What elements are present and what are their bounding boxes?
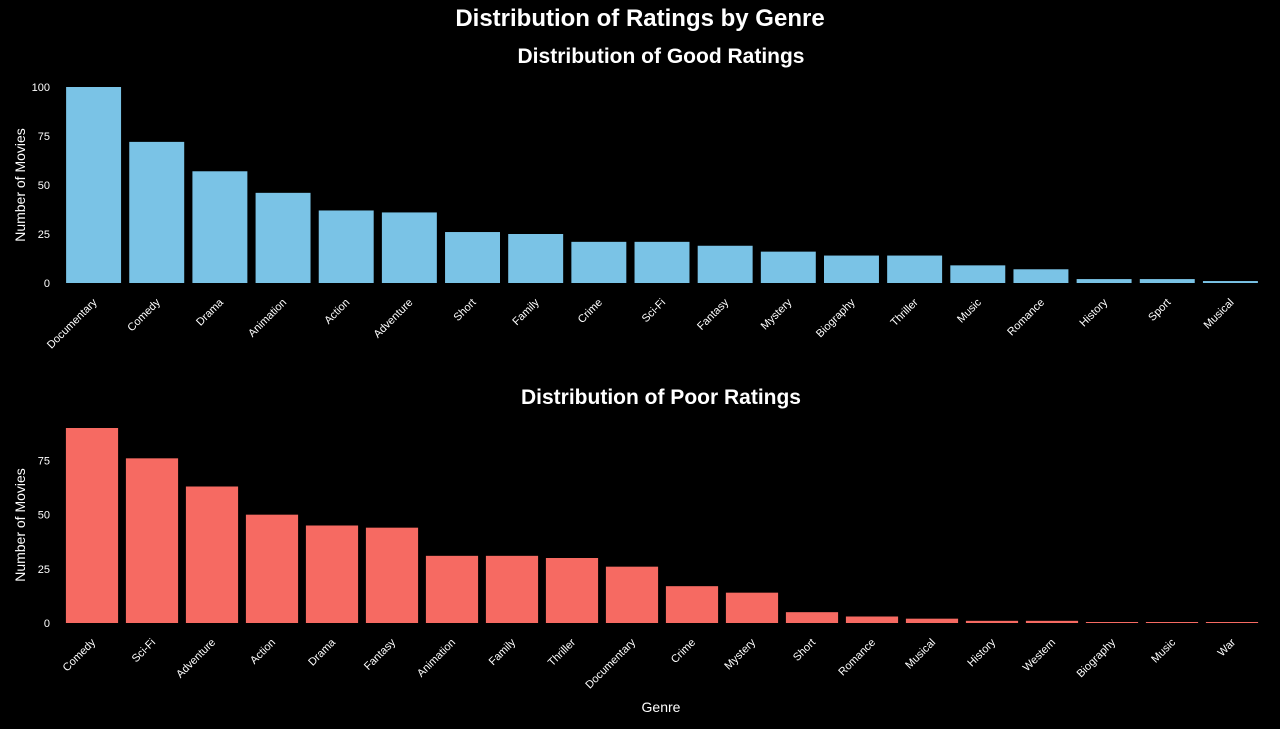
poor-ratings-bar: [605, 566, 659, 623]
poor-ratings-bar: [965, 620, 1019, 623]
poor-ratings-bar: [1145, 622, 1199, 623]
good-ratings-y-tick-label: 100: [32, 82, 50, 94]
poor-ratings-y-axis-label: Number of Movies: [12, 468, 28, 582]
poor-ratings-x-axis-label: Genre: [642, 699, 681, 715]
poor-ratings-bar: [125, 458, 179, 623]
poor-ratings-y-tick-label: 0: [44, 618, 50, 630]
good-ratings-bars: [66, 87, 1258, 283]
good-ratings-y-ticks: 0 25 50 75 100: [32, 82, 50, 290]
good-ratings-bar: [318, 210, 374, 283]
good-ratings-bar: [381, 212, 437, 283]
good-ratings-bar: [1202, 281, 1258, 283]
poor-ratings-y-tick-label: 75: [38, 456, 50, 468]
good-ratings-y-tick-label: 0: [44, 278, 50, 290]
good-ratings-bar: [66, 87, 122, 283]
good-ratings-bar: [571, 241, 627, 283]
poor-ratings-bar: [665, 586, 719, 623]
poor-ratings-bar: [185, 486, 239, 623]
good-ratings-bar: [129, 141, 185, 283]
poor-ratings-bar: [485, 555, 539, 623]
good-ratings-bar: [760, 251, 816, 283]
good-ratings-y-tick-label: 25: [38, 229, 50, 241]
poor-ratings-bar: [365, 527, 419, 623]
poor-ratings-bar: [1085, 622, 1139, 623]
poor-ratings-bar: [305, 525, 359, 623]
poor-ratings-bar: [785, 612, 839, 623]
good-ratings-bar: [445, 232, 500, 283]
good-ratings-bar: [255, 192, 311, 283]
poor-ratings-bar: [245, 514, 299, 623]
poor-ratings-y-ticks: 0 25 50 75: [38, 456, 50, 631]
good-ratings-bar: [1076, 279, 1132, 283]
good-ratings-title: Distribution of Good Ratings: [518, 45, 805, 68]
good-ratings-y-axis-label: Number of Movies: [12, 128, 28, 242]
good-ratings-bar: [697, 245, 753, 283]
good-ratings-bar: [950, 265, 1006, 283]
poor-ratings-bar: [1025, 620, 1079, 623]
good-ratings-bar: [508, 234, 564, 283]
poor-ratings-bar: [1205, 622, 1259, 623]
good-ratings-bar: [824, 255, 879, 283]
good-ratings-bar: [1139, 279, 1195, 283]
good-ratings-y-tick-label: 50: [38, 180, 50, 192]
poor-ratings-bar: [725, 592, 779, 623]
poor-ratings-title: Distribution of Poor Ratings: [521, 386, 801, 409]
good-ratings-bar: [192, 171, 248, 283]
poor-ratings-bar: [845, 616, 899, 623]
poor-ratings-y-tick-label: 50: [38, 510, 50, 522]
poor-ratings-y-tick-label: 25: [38, 564, 50, 576]
poor-ratings-bars: [65, 428, 1259, 623]
good-ratings-y-tick-label: 75: [38, 131, 50, 143]
poor-ratings-bar: [425, 555, 479, 623]
good-ratings-bar: [887, 255, 943, 283]
good-ratings-bar: [634, 241, 690, 283]
poor-ratings-bar: [65, 428, 119, 623]
poor-ratings-bar: [905, 618, 959, 623]
good-ratings-bar: [1013, 269, 1069, 283]
poor-ratings-bar: [545, 558, 599, 623]
figure-title: Distribution of Ratings by Genre: [455, 5, 824, 32]
